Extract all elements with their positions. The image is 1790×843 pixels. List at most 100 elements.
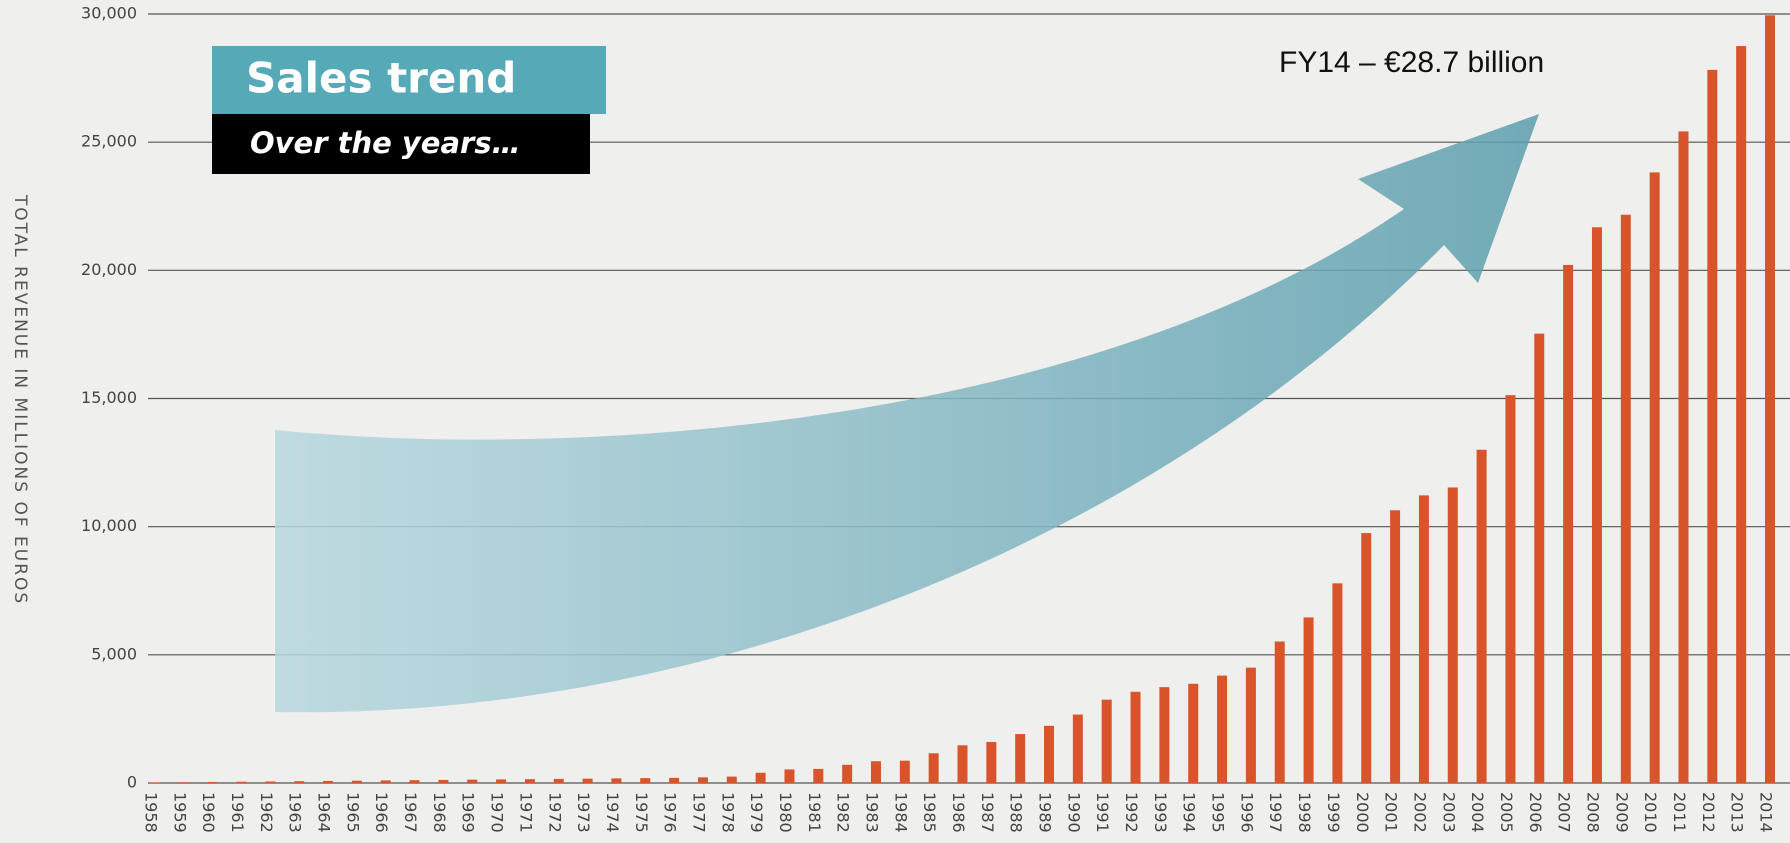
y-tick-label: 15,000 [81,388,137,407]
x-tick-label: 1987 [978,792,997,833]
x-tick-label: 1989 [1036,792,1055,833]
bar [1072,714,1083,783]
x-tick-label: 1976 [661,792,680,833]
x-tick-label: 1963 [286,792,305,833]
x-tick-label: 2008 [1583,792,1602,833]
bar [1361,533,1372,783]
y-tick-label: 5,000 [91,644,137,663]
x-tick-label: 2002 [1410,792,1429,833]
x-tick-label: 2004 [1468,792,1487,833]
bar [1534,333,1545,783]
bar [1044,725,1055,783]
x-tick-label: 2013 [1728,792,1747,833]
bar [1101,699,1112,783]
x-tick-label: 1968 [430,792,449,833]
bar [669,777,680,783]
x-tick-label: 1981 [805,792,824,833]
bar [1418,495,1429,783]
x-tick-label: 1997 [1266,792,1285,833]
x-tick-label: 1990 [1064,792,1083,833]
bar [1736,46,1747,783]
bar [755,772,766,783]
x-tick-label: 2009 [1612,792,1631,833]
x-tick-label: 1967 [401,792,420,833]
x-tick-label: 1986 [949,792,968,833]
bar [1505,395,1516,783]
bar [1476,449,1487,783]
bar [870,761,881,783]
bar [294,781,305,783]
bar [986,741,997,783]
x-tick-label: 2007 [1555,792,1574,833]
x-tick-label: 1972 [545,792,564,833]
title-box [212,46,606,114]
bar [236,781,247,783]
x-tick-label: 2011 [1670,792,1689,833]
bar [1649,172,1660,783]
x-tick-label: 2006 [1526,792,1545,833]
x-tick-label: 1962 [257,792,276,833]
x-tick-label: 1977 [689,792,708,833]
x-tick-label: 1966 [372,792,391,833]
x-tick-label: 1980 [776,792,795,833]
bar [928,753,939,783]
bar [899,760,910,783]
x-tick-label: 1964 [315,792,334,833]
x-tick-label: 2010 [1641,792,1660,833]
x-tick-label: 1969 [459,792,478,833]
x-tick-label: 1984 [891,792,910,833]
x-tick-label: 1992 [1122,792,1141,833]
x-tick-label: 1985 [920,792,939,833]
x-tick-label: 1996 [1237,792,1256,833]
y-tick-label: 25,000 [81,132,137,151]
x-tick-label: 1998 [1295,792,1314,833]
y-tick-label: 20,000 [81,260,137,279]
x-tick-label: 1982 [834,792,853,833]
bar [957,745,968,783]
bar [1620,214,1631,784]
bar [409,780,420,783]
x-tick-label: 1979 [747,792,766,833]
x-tick-label: 2012 [1699,792,1718,833]
x-tick-label: 1974 [603,792,622,833]
bar [150,782,160,783]
x-tick-label: 1999 [1324,792,1343,833]
x-tick-label: 1960 [199,792,218,833]
x-tick-label: 1978 [718,792,737,833]
bar [380,780,391,783]
chart-subtitle: Over the years… [250,126,521,160]
bar [842,764,853,783]
bar [1015,734,1026,783]
chart-title: Sales trend [246,54,516,103]
x-tick-label: 1988 [1007,792,1026,833]
bar [207,781,218,783]
bar [1159,687,1170,783]
annotation: FY14 – €28.7 billion [1279,46,1544,79]
bar [553,778,564,783]
y-tick-label: 0 [127,773,137,792]
x-tick-label: 1965 [343,792,362,833]
bar [1591,227,1602,783]
bar [1765,15,1775,783]
y-axis-label: TOTAL REVENUE IN MILLIONS OF EUROS [10,194,30,605]
x-tick-label: 1973 [574,792,593,833]
x-tick-label: 2000 [1353,792,1372,833]
bar [524,779,535,783]
bar [1274,641,1285,783]
bar [1303,617,1314,783]
trend-arrow [275,114,1539,713]
x-tick-label: 1983 [862,792,881,833]
bar [1563,264,1574,784]
bar [1332,583,1343,783]
y-tick-label: 10,000 [81,516,137,535]
bar [784,769,795,783]
x-tick-label: 1971 [516,792,535,833]
subtitle-box [212,114,590,174]
bar [726,776,737,783]
bar [1130,691,1141,783]
x-tick-label: 1970 [488,792,507,833]
x-tick-label: 1958 [142,792,161,833]
bar [582,778,593,783]
